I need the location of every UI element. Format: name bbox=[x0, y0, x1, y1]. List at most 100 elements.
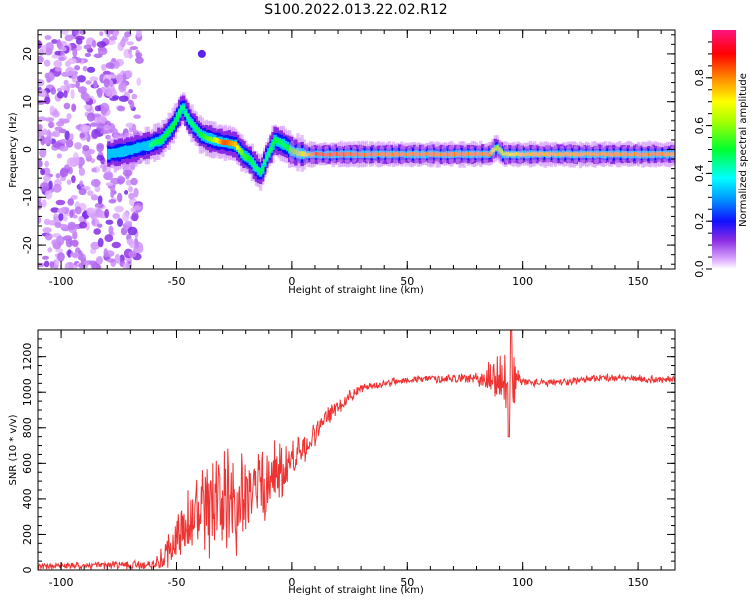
noise-speck bbox=[100, 106, 108, 116]
noise-speck bbox=[67, 221, 77, 231]
ridge-cell bbox=[107, 148, 111, 160]
noise-speck bbox=[129, 100, 135, 110]
noise-speck bbox=[52, 142, 62, 148]
noise-speck bbox=[53, 213, 58, 222]
ridge-cell bbox=[250, 159, 254, 165]
noise-speck bbox=[60, 85, 68, 91]
ridge-halo bbox=[545, 143, 552, 165]
ridge-halo bbox=[662, 144, 669, 165]
noise-speck bbox=[120, 38, 126, 48]
ridge-cell bbox=[612, 153, 616, 157]
noise-speck bbox=[82, 93, 91, 102]
noise-speck bbox=[44, 35, 52, 40]
noise-speck bbox=[96, 123, 106, 131]
noise-speck bbox=[54, 222, 62, 228]
x-tick-label: -100 bbox=[49, 275, 74, 288]
x-tick-label: -100 bbox=[49, 576, 74, 589]
noise-speck bbox=[53, 108, 58, 116]
ridge-halo bbox=[496, 140, 503, 164]
noise-speck bbox=[72, 264, 77, 269]
noise-speck bbox=[105, 62, 115, 69]
ridge-halo bbox=[572, 144, 579, 164]
ridge-cell bbox=[321, 152, 325, 156]
x-tick-label: 150 bbox=[628, 576, 649, 589]
ridge-cell bbox=[543, 152, 547, 157]
ridge-cell bbox=[186, 114, 190, 119]
ridge-halo bbox=[524, 144, 531, 165]
noise-speck bbox=[131, 211, 139, 222]
noise-speck bbox=[79, 221, 87, 229]
colorbar-tick-label: 0.0 bbox=[693, 260, 706, 278]
ridge-halo bbox=[510, 144, 517, 164]
y-tick-label: -20 bbox=[21, 236, 34, 254]
noise-speck bbox=[38, 262, 45, 268]
ridge-cell bbox=[236, 145, 240, 150]
noise-speck bbox=[66, 157, 77, 167]
noise-speck bbox=[53, 60, 63, 68]
colorbar-tick-label: 0.8 bbox=[693, 69, 706, 87]
x-tick-label: 0 bbox=[288, 275, 295, 288]
noise-speck bbox=[63, 79, 69, 86]
noise-speck bbox=[86, 112, 96, 122]
ridge-halo bbox=[531, 143, 538, 165]
ridge-cell bbox=[362, 153, 367, 157]
noise-speck bbox=[58, 145, 69, 152]
ridge-halo bbox=[316, 144, 323, 165]
ridge-halo bbox=[413, 144, 420, 164]
noise-speck bbox=[57, 42, 64, 51]
ridge-halo bbox=[621, 146, 628, 163]
noise-speck bbox=[57, 91, 64, 99]
noise-speck bbox=[83, 260, 90, 265]
noise-speck bbox=[112, 213, 120, 220]
colorbar-tick-label: 0.6 bbox=[693, 117, 706, 135]
ridge-cell bbox=[204, 135, 209, 140]
noise-speck bbox=[124, 31, 132, 38]
noise-speck bbox=[86, 66, 96, 73]
noise-speck bbox=[58, 212, 64, 222]
ridge-cell bbox=[342, 152, 346, 157]
ridge-cell bbox=[132, 144, 136, 153]
ridge-halo bbox=[378, 145, 385, 164]
noise-speck bbox=[44, 59, 51, 67]
noise-speck bbox=[90, 194, 99, 201]
ridge-cell bbox=[194, 126, 198, 131]
ridge-cell bbox=[142, 141, 146, 151]
noise-speck bbox=[38, 200, 43, 210]
noise-speck bbox=[114, 205, 124, 213]
ridge-cell bbox=[206, 136, 211, 142]
ridge-halo bbox=[482, 143, 489, 166]
colorbar-label: Normalized spectral amplitude bbox=[738, 73, 749, 227]
noise-speck bbox=[70, 195, 78, 200]
noise-speck bbox=[133, 205, 142, 211]
noise-speck bbox=[38, 89, 47, 98]
noise-speck bbox=[103, 248, 108, 258]
noise-speck bbox=[40, 135, 46, 146]
noise-speck bbox=[122, 73, 127, 84]
figure-title: S100.2022.013.22.02.R12 bbox=[264, 2, 447, 18]
ridge-cell bbox=[508, 153, 512, 157]
ridge-cell bbox=[109, 149, 113, 158]
ridge-cell bbox=[398, 152, 402, 157]
noise-speck bbox=[82, 65, 88, 72]
ridge-cell bbox=[277, 139, 281, 145]
ridge-cell bbox=[240, 150, 244, 155]
noise-speck bbox=[93, 228, 101, 235]
noise-speck bbox=[42, 227, 52, 234]
y-tick-label: 600 bbox=[21, 453, 34, 474]
noise-speck bbox=[67, 198, 74, 206]
noise-speck bbox=[82, 125, 91, 132]
noise-speck bbox=[72, 239, 79, 248]
noise-speck bbox=[90, 261, 97, 269]
noise-speck bbox=[99, 164, 108, 169]
ridge-cell bbox=[115, 148, 119, 157]
ridge-cell bbox=[269, 146, 273, 152]
noise-speck bbox=[47, 247, 53, 253]
noise-speck bbox=[128, 193, 135, 200]
ridge-cell bbox=[146, 140, 151, 151]
noise-speck bbox=[42, 128, 48, 136]
noise-speck bbox=[113, 60, 120, 69]
ridge-halo bbox=[427, 142, 434, 166]
ridge-cell bbox=[466, 152, 470, 156]
ridge-cell bbox=[445, 153, 450, 157]
noise-speck bbox=[96, 41, 107, 48]
